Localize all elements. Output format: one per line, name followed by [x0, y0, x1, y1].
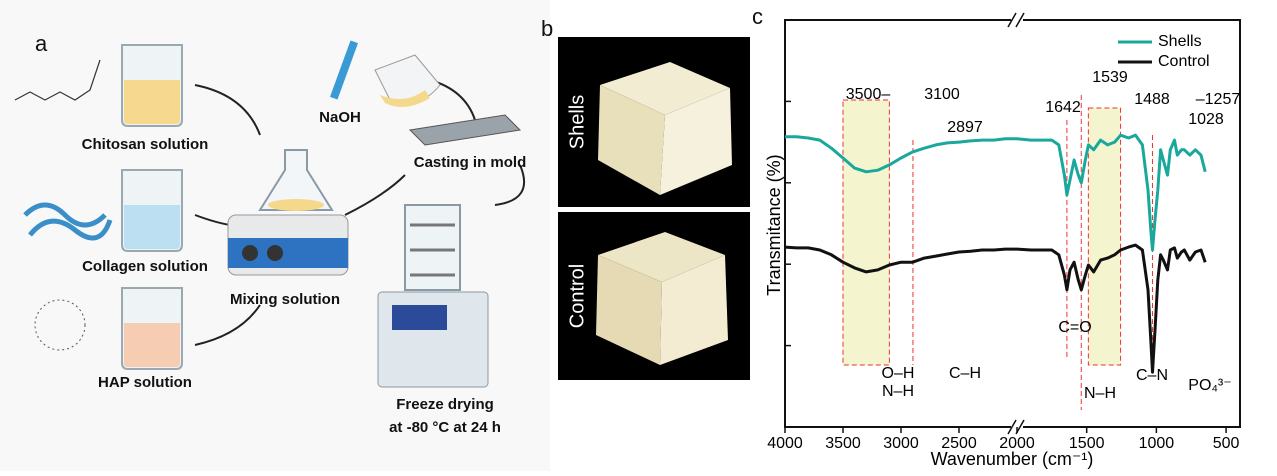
x-tick-label: 2500: [941, 435, 977, 452]
group-label: C–H: [949, 365, 981, 382]
photo-label: Shells: [566, 95, 588, 149]
step-label: at -80 °C at 24 h: [389, 419, 501, 436]
group-label: N–H: [1084, 385, 1116, 402]
x-tick-label: 500: [1213, 435, 1240, 452]
step-label: NaOH: [319, 109, 361, 126]
peak-label: –1257: [1196, 91, 1241, 108]
x-tick-label: 1000: [1139, 435, 1175, 452]
photo-label: Control: [566, 264, 588, 328]
band: [843, 100, 889, 365]
peak-label: 3100: [924, 86, 960, 103]
peak-label: 3500–: [846, 86, 891, 103]
peak-label: 1642: [1045, 99, 1081, 116]
peak-label: 1028: [1188, 111, 1224, 128]
legend-label: Shells: [1158, 33, 1202, 50]
panel-label: a: [35, 31, 48, 56]
band: [1088, 108, 1120, 365]
group-label: C–N: [1136, 367, 1168, 384]
step-label: Casting in mold: [414, 154, 527, 171]
x-tick-label: 1500: [1069, 435, 1105, 452]
group-label: O–H: [882, 365, 915, 382]
x-tick-label: 3000: [883, 435, 919, 452]
group-label: C=O: [1058, 319, 1091, 336]
x-tick-label: 2000: [999, 435, 1035, 452]
panel-label: b: [541, 16, 553, 41]
peak-label: 2897: [947, 119, 983, 136]
group-label: N–H: [882, 383, 914, 400]
step-label: Freeze drying: [396, 396, 494, 413]
peak-label: 1488: [1134, 91, 1170, 108]
step-label: Collagen solution: [82, 258, 208, 275]
x-tick-label: 3500: [825, 435, 861, 452]
panel-label: c: [752, 4, 763, 29]
legend-label: Control: [1158, 53, 1210, 70]
figure: a Chitosan solution Collagen solution HA…: [0, 0, 1277, 471]
group-label: PO₄³⁻: [1188, 377, 1231, 394]
step-label: HAP solution: [98, 374, 192, 391]
peak-label: 1539: [1092, 69, 1128, 86]
x-tick-label: 4000: [767, 435, 803, 452]
step-label: Mixing solution: [230, 291, 340, 308]
y-axis-label: Transmitance (%): [764, 154, 784, 295]
step-label: Chitosan solution: [82, 136, 209, 153]
